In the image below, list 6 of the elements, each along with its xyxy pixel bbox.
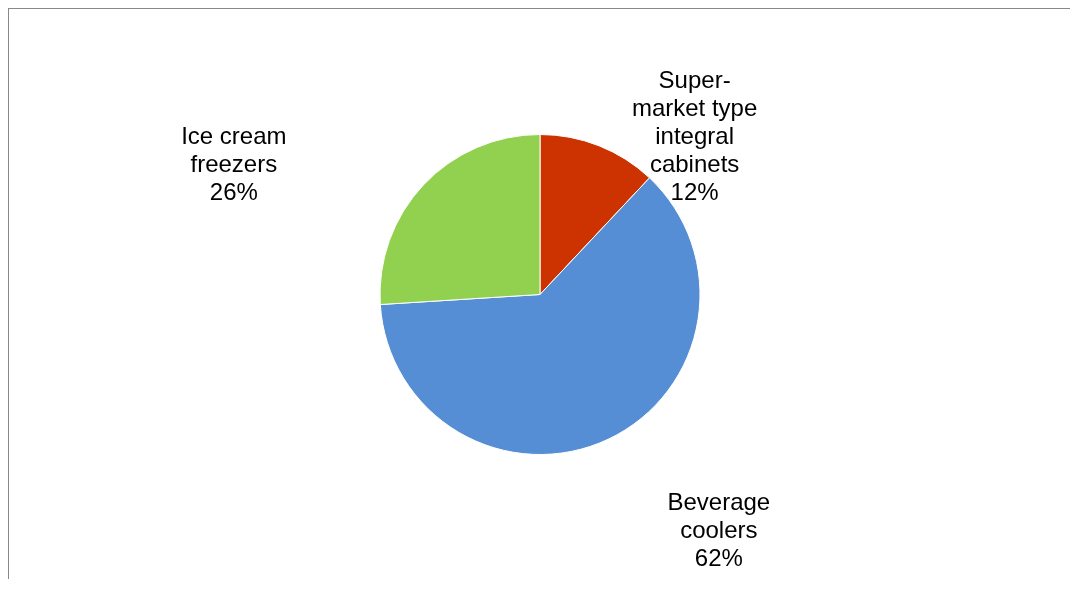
slice-label: Beverage coolers: [667, 487, 771, 543]
data-label: 12%: [670, 177, 719, 205]
data-label: 62%: [694, 543, 743, 571]
data-label: 26%: [209, 178, 258, 206]
slice-label: Ice cream freezers: [181, 122, 287, 178]
slice-label: Super-market type integral cabinets: [631, 65, 758, 177]
